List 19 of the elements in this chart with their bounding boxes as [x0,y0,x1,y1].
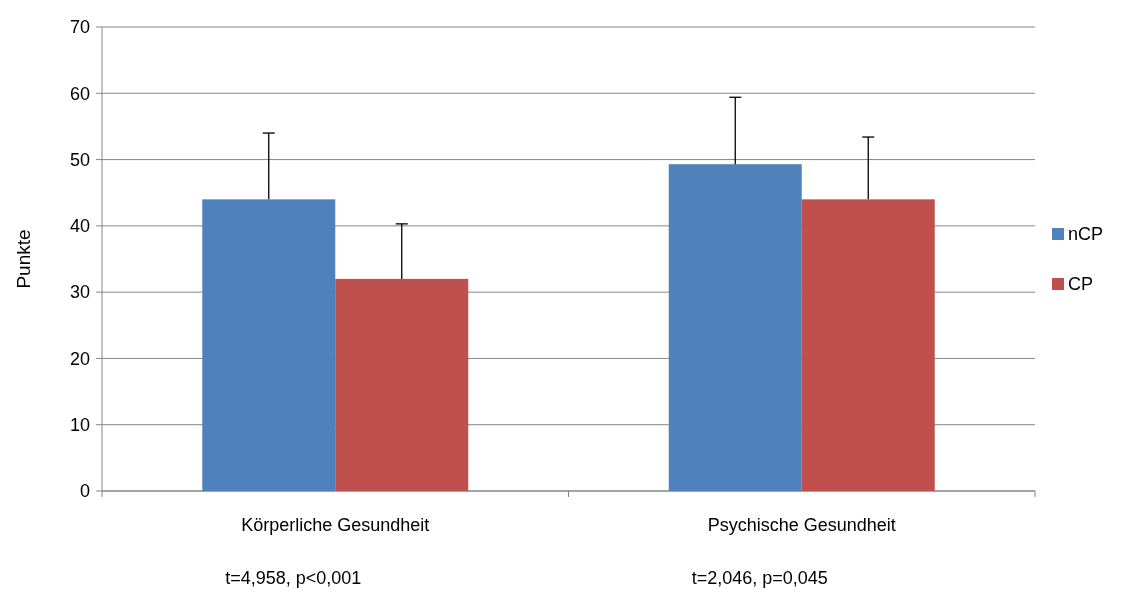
y-tick-label: 20 [69,348,90,369]
y-tick-label: 50 [69,149,90,170]
y-tick-label: 0 [79,481,90,502]
y-tick-label: 60 [69,83,90,104]
bar [801,199,935,491]
y-tick-label: 40 [69,216,90,237]
bar [202,199,336,491]
y-tick-label: 10 [69,415,90,436]
text: t=2,046, p=0,045 [691,568,828,588]
legend-label: CP [1068,274,1094,295]
y-tick-label: 70 [69,17,90,38]
y-axis-title: Punkte [13,229,34,289]
text: t=4,958, p<0,001 [225,568,362,588]
bar [335,278,469,491]
bar [668,164,802,491]
x-tick-label: Psychische Gesundheit [707,515,896,535]
x-tick-label: Körperliche Gesundheit [241,515,430,535]
y-tick-label: 30 [69,282,90,303]
legend-label: nCP [1068,224,1104,245]
